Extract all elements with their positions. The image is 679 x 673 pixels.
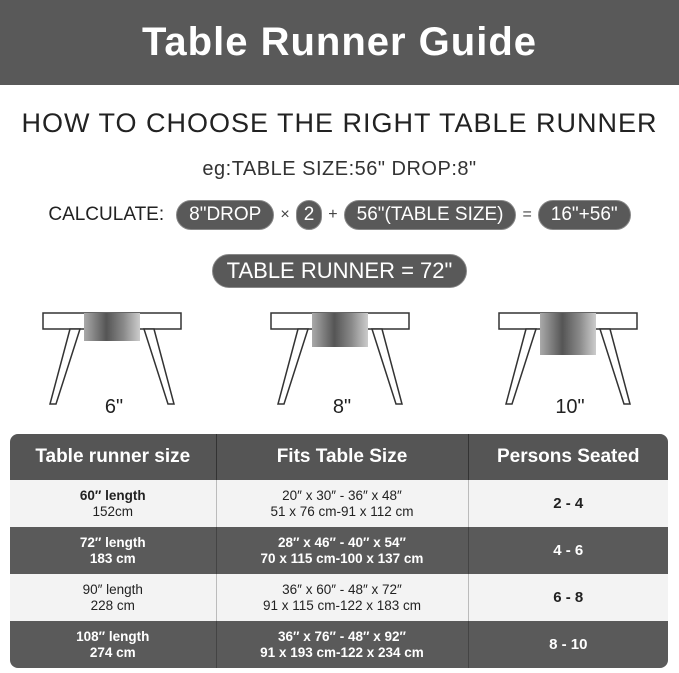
sum-pill: 16"+56" xyxy=(537,200,631,230)
drop-label-10: 10" xyxy=(555,396,585,418)
result-pill: TABLE RUNNER = 72" xyxy=(211,254,468,288)
header-size: Table runner size xyxy=(10,434,216,480)
result-row: TABLE RUNNER = 72" xyxy=(0,254,679,288)
drop-label-8: 8" xyxy=(332,396,352,418)
fits-cell: 36″ x 60″ - 48″ x 72″ 91 x 115 cm-122 x 1… xyxy=(215,574,468,621)
two-pill: 2 xyxy=(295,200,323,230)
calc-label: CALCULATE: xyxy=(48,204,165,225)
header-persons: Persons Seated xyxy=(467,434,668,480)
example-text: eg:TABLE SIZE:56" DROP:8" xyxy=(202,158,477,180)
table-row: 60″ length 152cm 20″ x 30″ - 36″ x 48″ 51 … xyxy=(10,480,668,527)
persons-cell: 6 - 8 xyxy=(467,574,668,621)
drop-pill: 8"DROP xyxy=(176,200,275,230)
table-size-pill: 56"(TABLE SIZE) xyxy=(343,200,517,230)
size-cell: 60″ length 152cm xyxy=(10,480,216,527)
table-header: Table runner size Fits Table Size Person… xyxy=(10,434,668,480)
calculation-row: CALCULATE: 8"DROP × 2 + 56"(TABLE SIZE) … xyxy=(0,200,679,230)
size-cell: 72″ length 183 cm xyxy=(10,527,216,574)
equals-sign: = xyxy=(522,206,532,223)
table-illustration-10 xyxy=(498,312,638,405)
table-illustration-8 xyxy=(270,312,410,405)
title-band: Table Runner Guide xyxy=(0,0,679,85)
table-row: 90″ length 228 cm 36″ x 60″ - 48″ x 72″ 91… xyxy=(10,574,668,621)
size-cell: 90″ length 228 cm xyxy=(10,574,216,621)
times-sign: × xyxy=(280,206,290,223)
size-table: Table runner size Fits Table Size Person… xyxy=(10,434,668,668)
heading: HOW TO CHOOSE THE RIGHT TABLE RUNNER xyxy=(21,108,658,138)
size-cell: 108″ length 274 cm xyxy=(10,621,216,668)
page-title: Table Runner Guide xyxy=(141,20,538,64)
plus-sign: + xyxy=(328,206,338,223)
header-fits: Fits Table Size xyxy=(215,434,468,480)
persons-cell: 8 - 10 xyxy=(467,621,668,668)
table-row: 72″ length 183 cm 28″ x 46″ - 40″ x 54″ 70… xyxy=(10,527,668,574)
persons-cell: 4 - 6 xyxy=(467,527,668,574)
drop-label-6: 6" xyxy=(104,396,124,418)
table-illustration-6 xyxy=(42,312,182,405)
fits-cell: 20″ x 30″ - 36″ x 48″ 51 x 76 cm-91 x 112… xyxy=(215,480,468,527)
table-row: 108″ length 274 cm 36″ x 76″ - 48″ x 92″ 9… xyxy=(10,621,668,668)
fits-cell: 28″ x 46″ - 40″ x 54″ 70 x 115 cm-100 x 1… xyxy=(215,527,468,574)
persons-cell: 2 - 4 xyxy=(467,480,668,527)
fits-cell: 36″ x 76″ - 48″ x 92″ 91 x 193 cm-122 x 2… xyxy=(215,621,468,668)
